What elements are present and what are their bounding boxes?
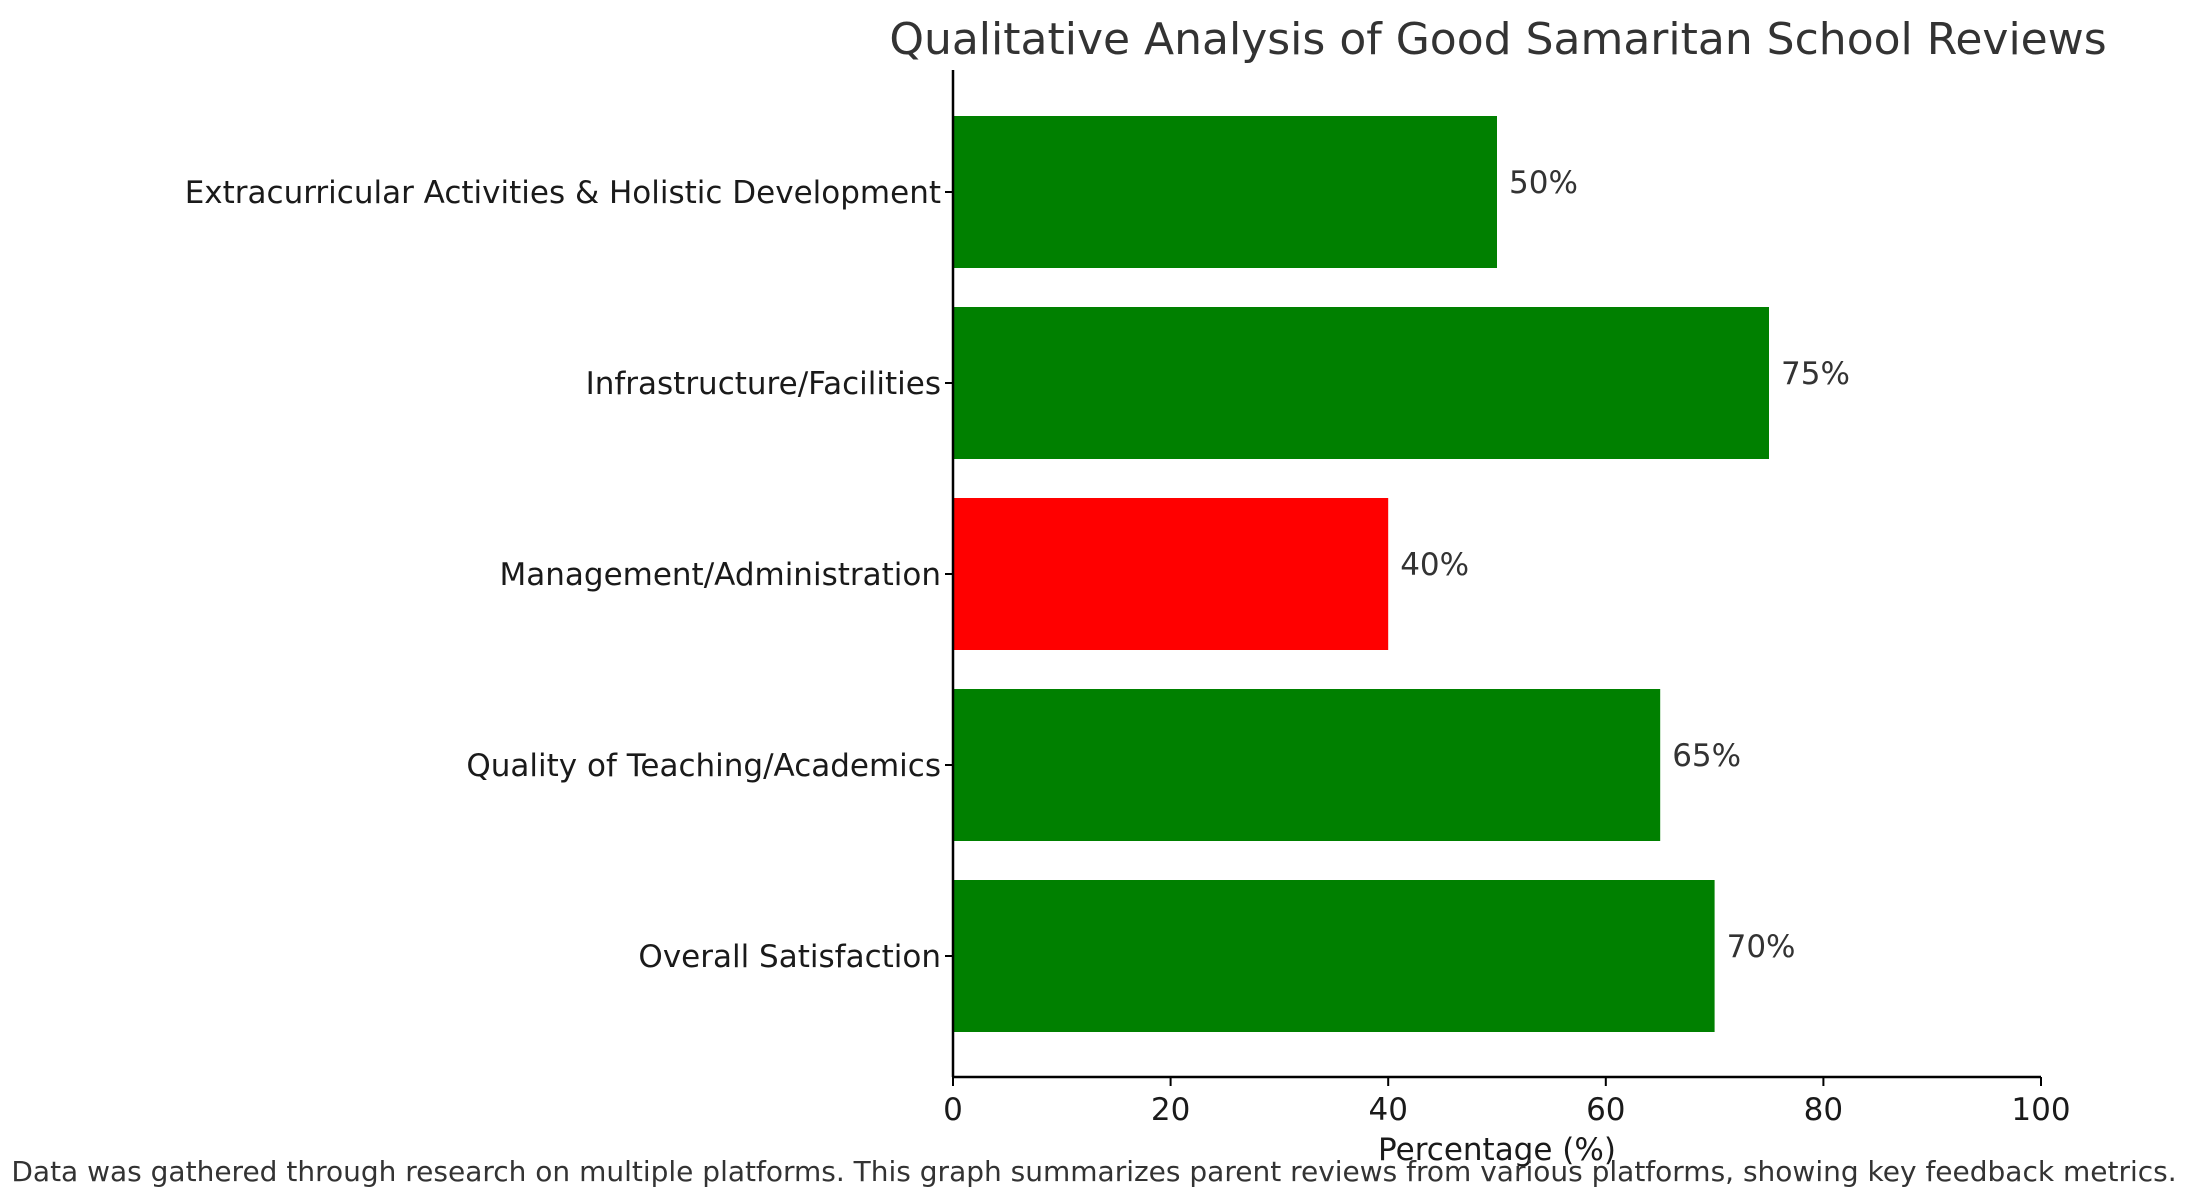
x-tick-label-4: 80 xyxy=(1804,1092,1843,1128)
value-label-3: 75% xyxy=(1781,356,1850,392)
category-label-2: Management/Administration xyxy=(500,557,942,593)
value-labels-group: 70% 65% 40% 75% 50% xyxy=(1400,165,1850,965)
bars-group xyxy=(953,116,1769,1032)
value-label-2: 40% xyxy=(1400,547,1469,583)
bar-1 xyxy=(953,689,1661,841)
bar-2 xyxy=(953,498,1389,650)
category-label-0: Overall Satisfaction xyxy=(638,939,941,975)
bar-0 xyxy=(953,880,1715,1032)
category-label-4: Extracurricular Activities & Holistic De… xyxy=(185,175,941,211)
category-label-1: Quality of Teaching/Academics xyxy=(466,748,941,784)
category-labels-group: Overall Satisfaction Quality of Teaching/… xyxy=(185,175,941,975)
x-tick-label-0: 0 xyxy=(943,1092,963,1128)
x-tick-label-3: 60 xyxy=(1586,1092,1625,1128)
x-axis-title: Percentage (%) xyxy=(1378,1132,1616,1168)
x-tick-label-5: 100 xyxy=(2011,1092,2070,1128)
value-label-4: 50% xyxy=(1509,165,1578,201)
chart-title: Qualitative Analysis of Good Samaritan S… xyxy=(889,14,2106,65)
value-label-0: 70% xyxy=(1727,929,1796,965)
category-label-3: Infrastructure/Facilities xyxy=(586,366,941,402)
footnote: Data was gathered through research on mu… xyxy=(11,1155,2176,1188)
x-tick-label-1: 20 xyxy=(1151,1092,1190,1128)
axes-group: 0 20 40 60 80 100 xyxy=(943,70,2071,1128)
value-label-1: 65% xyxy=(1672,738,1741,774)
x-tick-label-2: 40 xyxy=(1368,1092,1407,1128)
bar-3 xyxy=(953,307,1769,459)
bar-4 xyxy=(953,116,1497,268)
